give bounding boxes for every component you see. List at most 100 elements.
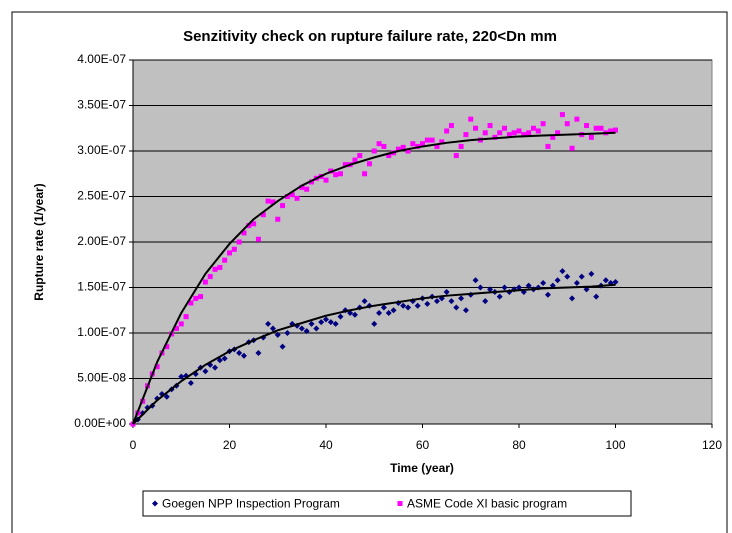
- data-point: [433, 298, 440, 305]
- data-point: [236, 239, 242, 245]
- y-tick-label: 5.00E-08: [77, 371, 126, 385]
- data-point: [564, 273, 571, 280]
- data-point: [584, 123, 590, 129]
- data-point: [462, 307, 469, 314]
- data-point: [183, 314, 189, 320]
- data-point: [251, 221, 257, 227]
- data-point: [521, 132, 527, 138]
- data-point: [275, 216, 281, 222]
- data-point: [434, 143, 440, 149]
- data-point: [280, 203, 286, 209]
- data-point: [544, 291, 551, 298]
- y-tick-label: 1.00E-07: [77, 325, 126, 339]
- data-point: [298, 325, 305, 332]
- legend-marker: [152, 500, 158, 507]
- data-point: [386, 153, 392, 159]
- data-point: [458, 295, 465, 302]
- data-point: [361, 298, 368, 305]
- data-point: [569, 295, 576, 302]
- data-point: [593, 293, 600, 300]
- data-point: [540, 279, 547, 286]
- data-point: [501, 284, 508, 291]
- data-point: [400, 144, 406, 150]
- data-point: [564, 121, 570, 127]
- chart-title: Senzitivity check on rupture failure rat…: [183, 28, 557, 45]
- y-axis-label: Rupture rate (1/year): [32, 183, 46, 300]
- data-point: [357, 153, 363, 159]
- data-point: [487, 123, 493, 129]
- data-point: [444, 128, 450, 134]
- data-point: [593, 125, 599, 131]
- y-tick-label: 0.00E+00: [74, 416, 126, 430]
- data-point: [482, 298, 489, 305]
- data-point: [313, 325, 320, 332]
- data-point: [284, 330, 291, 336]
- data-point: [526, 130, 532, 136]
- data-point: [381, 143, 387, 149]
- data-point: [289, 192, 295, 198]
- data-point: [323, 316, 329, 323]
- y-tick-label: 1.50E-07: [77, 280, 126, 294]
- data-point: [608, 128, 614, 134]
- data-point: [540, 121, 546, 127]
- data-point: [458, 143, 464, 149]
- data-point: [304, 186, 310, 192]
- data-point: [284, 194, 290, 199]
- data-point: [405, 304, 412, 311]
- data-point: [337, 313, 344, 320]
- data-point: [352, 157, 358, 163]
- data-point: [574, 116, 580, 122]
- data-point: [439, 139, 445, 145]
- data-point: [371, 148, 377, 154]
- data-point: [308, 320, 315, 327]
- data-point: [429, 137, 435, 143]
- data-point: [202, 368, 209, 375]
- data-point: [511, 130, 517, 136]
- x-tick-label: 60: [416, 438, 430, 452]
- data-point: [502, 125, 508, 131]
- data-point: [332, 320, 339, 327]
- y-tick-label: 3.50E-07: [77, 98, 126, 112]
- data-point: [612, 279, 619, 286]
- y-tick-label: 2.50E-07: [77, 189, 126, 203]
- data-point: [573, 279, 580, 286]
- chart-border: [11, 11, 728, 533]
- data-point: [569, 145, 575, 151]
- data-point: [410, 141, 416, 147]
- data-point: [216, 357, 223, 364]
- data-point: [380, 304, 387, 311]
- data-point: [366, 161, 372, 167]
- data-point: [217, 264, 223, 270]
- data-point: [371, 320, 378, 327]
- data-point: [187, 380, 194, 387]
- x-axis-label: Time (year): [390, 461, 454, 475]
- data-point: [221, 355, 228, 362]
- x-tick-label: 100: [605, 438, 625, 452]
- data-point: [516, 284, 522, 291]
- y-tick-label: 4.00E-07: [77, 52, 126, 66]
- x-tick-label: 80: [512, 438, 526, 452]
- data-point: [351, 311, 358, 318]
- data-point: [559, 268, 566, 275]
- data-point: [482, 130, 488, 136]
- data-point: [198, 294, 204, 300]
- data-point: [598, 125, 604, 131]
- data-point: [173, 325, 179, 331]
- data-point: [178, 373, 185, 380]
- data-point: [545, 143, 551, 149]
- y-tick-label: 2.00E-07: [77, 234, 126, 248]
- x-tick-label: 40: [319, 438, 333, 452]
- data-point: [588, 134, 594, 140]
- data-point: [516, 128, 522, 134]
- data-point: [270, 199, 276, 205]
- data-point: [255, 236, 261, 242]
- data-point: [559, 112, 565, 118]
- data-point: [294, 195, 300, 201]
- data-point: [554, 277, 561, 284]
- data-point: [405, 148, 411, 154]
- data-point: [578, 273, 585, 280]
- data-point: [496, 293, 503, 300]
- x-tick-label: 20: [223, 438, 237, 452]
- data-point: [424, 137, 430, 143]
